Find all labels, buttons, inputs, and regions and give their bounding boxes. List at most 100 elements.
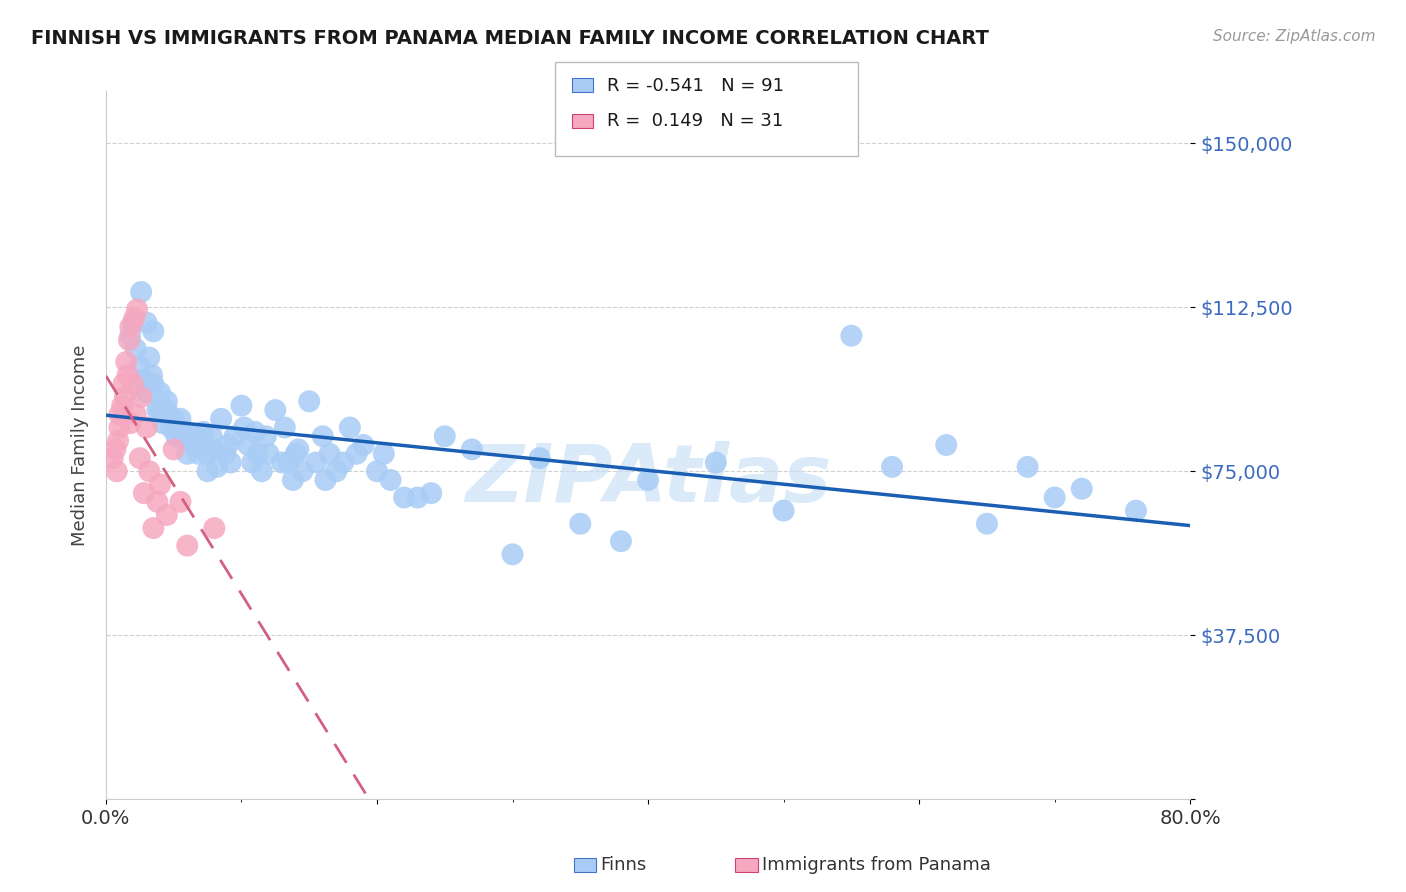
Point bbox=[165, 429, 187, 443]
Text: Source: ZipAtlas.com: Source: ZipAtlas.com bbox=[1212, 29, 1375, 44]
Point bbox=[104, 442, 127, 457]
Point bbox=[461, 442, 484, 457]
Point bbox=[366, 464, 388, 478]
Point bbox=[183, 438, 205, 452]
Point bbox=[1017, 459, 1039, 474]
Point bbox=[209, 411, 232, 425]
Point bbox=[281, 473, 304, 487]
Point bbox=[243, 425, 266, 439]
Point bbox=[112, 376, 135, 391]
Text: Finns: Finns bbox=[600, 856, 647, 874]
Point bbox=[637, 473, 659, 487]
Point bbox=[214, 447, 236, 461]
Point bbox=[142, 376, 165, 391]
Point bbox=[406, 491, 429, 505]
Point bbox=[935, 438, 957, 452]
Point bbox=[305, 456, 328, 470]
Point bbox=[610, 534, 633, 549]
Point bbox=[120, 416, 142, 430]
Point bbox=[502, 547, 524, 561]
Point bbox=[314, 473, 336, 487]
Point bbox=[125, 342, 148, 356]
Point bbox=[146, 495, 169, 509]
Point bbox=[298, 394, 321, 409]
Point bbox=[246, 447, 269, 461]
Point bbox=[176, 429, 198, 443]
Point bbox=[107, 434, 129, 448]
Point bbox=[173, 425, 195, 439]
Point bbox=[291, 464, 314, 478]
Point bbox=[111, 399, 134, 413]
Point bbox=[176, 539, 198, 553]
Point bbox=[101, 451, 124, 466]
Point bbox=[772, 503, 794, 517]
Point bbox=[352, 438, 374, 452]
Point bbox=[129, 390, 152, 404]
Point bbox=[135, 316, 157, 330]
Point bbox=[277, 456, 299, 470]
Point bbox=[124, 311, 146, 326]
Point bbox=[129, 285, 152, 299]
Point bbox=[187, 447, 209, 461]
Point bbox=[197, 464, 219, 478]
Point bbox=[529, 451, 551, 466]
Point bbox=[152, 416, 174, 430]
Point bbox=[142, 521, 165, 535]
Point bbox=[312, 429, 335, 443]
Point bbox=[120, 328, 142, 343]
Text: ZIPAtlas: ZIPAtlas bbox=[465, 442, 831, 519]
Point bbox=[132, 372, 155, 386]
Point bbox=[287, 442, 309, 457]
Point bbox=[224, 429, 246, 443]
Point bbox=[271, 456, 294, 470]
Point bbox=[318, 447, 340, 461]
Point bbox=[142, 324, 165, 338]
Point bbox=[201, 429, 224, 443]
Point bbox=[197, 447, 219, 461]
Point bbox=[202, 442, 225, 457]
Point bbox=[149, 385, 172, 400]
Point bbox=[115, 355, 138, 369]
Point bbox=[250, 464, 273, 478]
Point bbox=[380, 473, 402, 487]
Point bbox=[125, 302, 148, 317]
Point bbox=[163, 442, 186, 457]
Point bbox=[841, 328, 863, 343]
Point bbox=[108, 408, 131, 422]
Point bbox=[1043, 491, 1066, 505]
Point bbox=[108, 420, 131, 434]
Point bbox=[128, 359, 150, 374]
Point bbox=[141, 368, 163, 382]
Point bbox=[254, 429, 277, 443]
Point bbox=[346, 447, 368, 461]
Point bbox=[569, 516, 592, 531]
Point bbox=[231, 399, 253, 413]
Point bbox=[233, 420, 256, 434]
Point bbox=[122, 376, 145, 391]
Point bbox=[240, 456, 263, 470]
Point bbox=[325, 464, 347, 478]
Point bbox=[156, 403, 179, 417]
Point bbox=[156, 508, 179, 522]
Point bbox=[392, 491, 415, 505]
Point bbox=[138, 351, 160, 365]
Point bbox=[117, 368, 139, 382]
Point bbox=[190, 438, 212, 452]
Point bbox=[1070, 482, 1092, 496]
Point bbox=[132, 486, 155, 500]
Point bbox=[122, 316, 145, 330]
Point bbox=[219, 456, 242, 470]
Point bbox=[160, 420, 183, 434]
Point bbox=[420, 486, 443, 500]
Text: Immigrants from Panama: Immigrants from Panama bbox=[762, 856, 991, 874]
Text: R =  0.149   N = 31: R = 0.149 N = 31 bbox=[607, 112, 783, 130]
Point bbox=[156, 394, 179, 409]
Point bbox=[433, 429, 456, 443]
Point bbox=[149, 403, 172, 417]
Y-axis label: Median Family Income: Median Family Income bbox=[72, 344, 89, 546]
Point bbox=[238, 438, 260, 452]
Point bbox=[125, 408, 148, 422]
Point bbox=[169, 425, 191, 439]
Point bbox=[135, 385, 157, 400]
Point bbox=[264, 403, 287, 417]
